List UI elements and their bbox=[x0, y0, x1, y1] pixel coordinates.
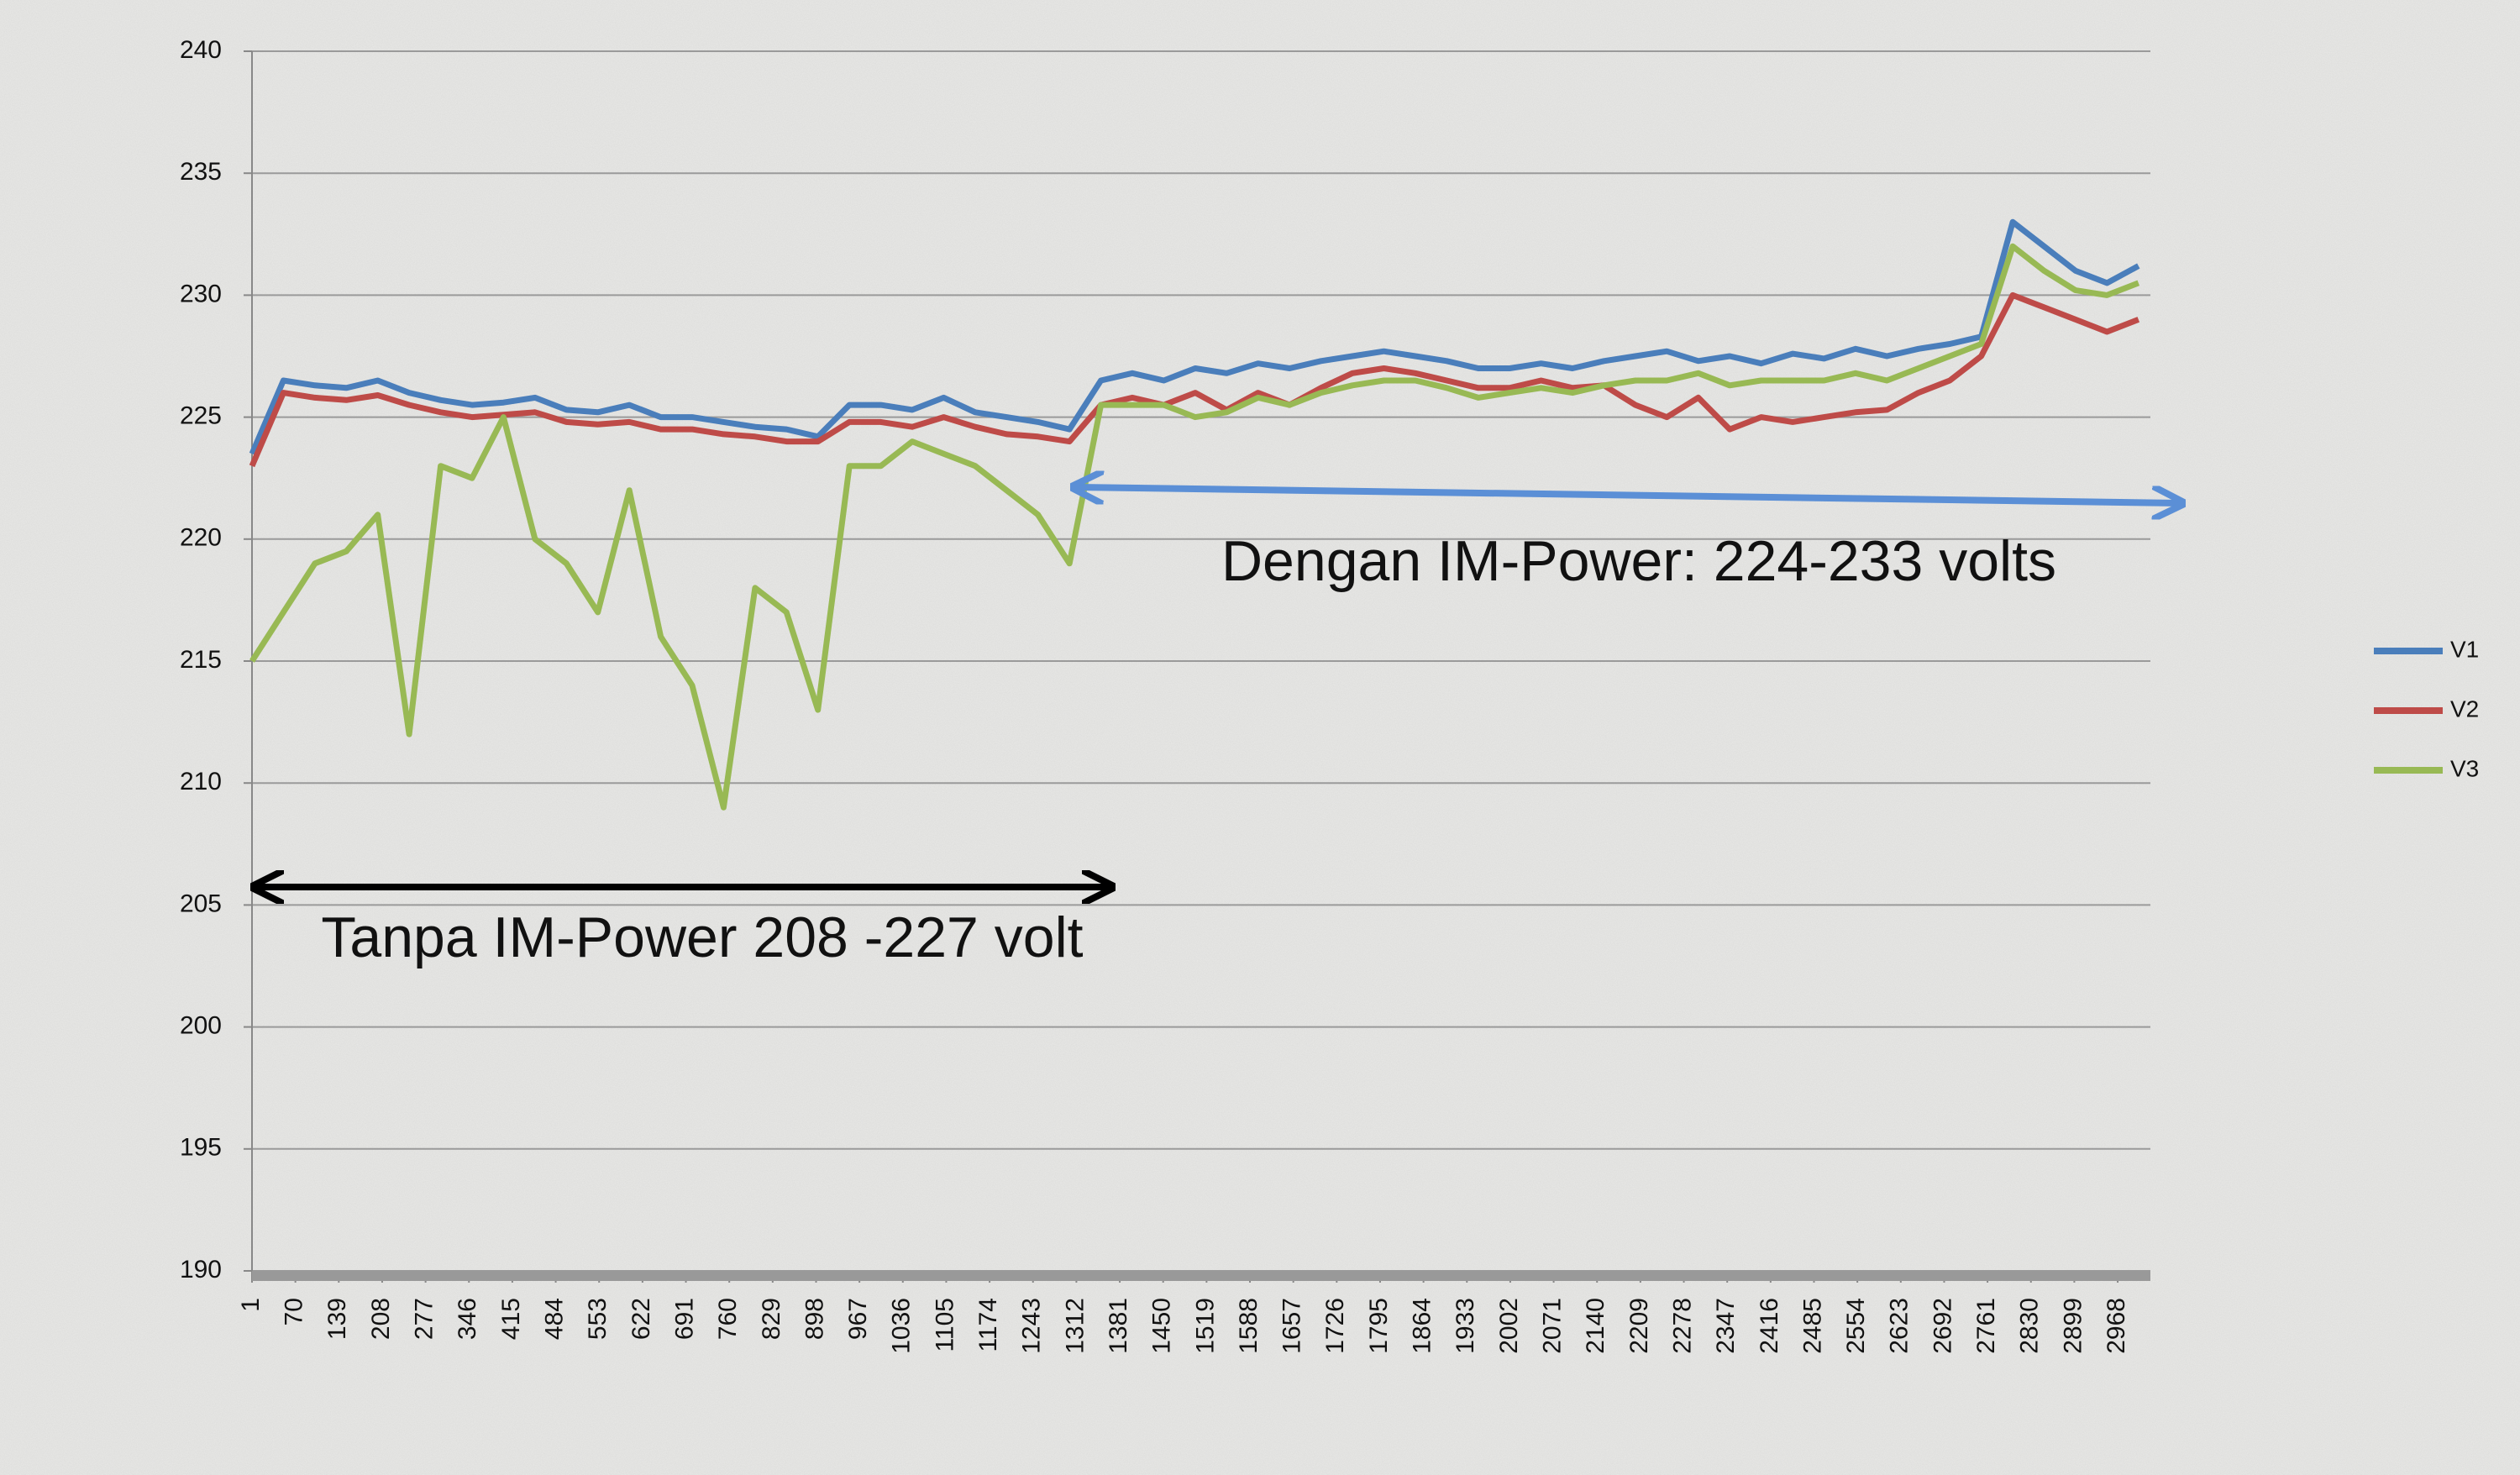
x-tick-label: 1174 bbox=[974, 1298, 1002, 1352]
x-tick-label: 691 bbox=[670, 1298, 698, 1340]
x-tick-label: 415 bbox=[497, 1298, 525, 1340]
x-tick-label: 1864 bbox=[1409, 1298, 1436, 1354]
x-tick-label: 2761 bbox=[1972, 1298, 2000, 1354]
x-tick-label: 1657 bbox=[1278, 1298, 1306, 1354]
x-tick-label: 1105 bbox=[931, 1298, 958, 1352]
x-tick-label: 553 bbox=[584, 1298, 612, 1340]
x-tick-label: 70 bbox=[281, 1298, 308, 1325]
y-tick-label: 195 bbox=[180, 1134, 222, 1162]
x-tick-label: 484 bbox=[540, 1298, 568, 1340]
x-tick-label: 1726 bbox=[1321, 1298, 1349, 1354]
plot bbox=[249, 218, 2140, 811]
legend-label: V1 bbox=[2450, 636, 2479, 662]
x-tick-label: 2071 bbox=[1539, 1298, 1567, 1354]
y-tick-label: 205 bbox=[180, 890, 222, 917]
series-line bbox=[249, 243, 2140, 811]
x-tick-label: 1588 bbox=[1235, 1298, 1263, 1354]
annotation: Tanpa IM-Power 208 -227 volt bbox=[321, 905, 1083, 969]
legend: V1 V2 V3 bbox=[2374, 636, 2479, 781]
series-line bbox=[249, 218, 2140, 455]
y-tick-label: 225 bbox=[180, 402, 222, 430]
x-tick-label: 1519 bbox=[1191, 1298, 1219, 1354]
x-tick-label: 346 bbox=[454, 1298, 481, 1340]
x-tick-label: 277 bbox=[411, 1298, 438, 1340]
x-tick-label: 1381 bbox=[1105, 1298, 1132, 1354]
x-tick-label: 1 bbox=[237, 1298, 265, 1312]
x-tick-label: 622 bbox=[627, 1298, 655, 1340]
x-tick-label: 2140 bbox=[1582, 1298, 1609, 1354]
series-line bbox=[249, 291, 2140, 468]
legend-label: V3 bbox=[2450, 755, 2479, 781]
y-tick-label: 220 bbox=[180, 524, 222, 552]
x-tick-label: 2830 bbox=[2016, 1298, 2044, 1354]
x-tick-label: 760 bbox=[714, 1298, 742, 1340]
y-tick-label: 215 bbox=[180, 646, 222, 674]
x-tick-label: 898 bbox=[801, 1298, 828, 1340]
x-tick-label: 2485 bbox=[1798, 1298, 1826, 1354]
y-tick-label: 190 bbox=[180, 1256, 222, 1283]
x-tick-label: 967 bbox=[844, 1298, 872, 1340]
x-tick-label: 2416 bbox=[1756, 1298, 1783, 1354]
y-tick-label: 235 bbox=[180, 158, 222, 186]
x-tick-label: 139 bbox=[323, 1298, 351, 1340]
x-tick-label: 1933 bbox=[1452, 1298, 1479, 1354]
x-tick-label: 1243 bbox=[1018, 1298, 1046, 1354]
legend-label: V2 bbox=[2450, 696, 2479, 722]
x-tick-label: 2623 bbox=[1886, 1298, 1914, 1354]
y-tick-label: 210 bbox=[180, 768, 222, 795]
y-tick-label: 230 bbox=[180, 280, 222, 307]
x-tick-label: 2692 bbox=[1929, 1298, 1956, 1354]
x-tick-label: 829 bbox=[758, 1298, 785, 1340]
x-tick-label: 208 bbox=[367, 1298, 395, 1340]
x-tick-label: 1036 bbox=[888, 1298, 916, 1354]
x-tick-label: 1450 bbox=[1148, 1298, 1176, 1354]
x-tick-label: 2899 bbox=[2059, 1298, 2087, 1354]
y-tick-label: 240 bbox=[180, 36, 222, 64]
annotation: Dengan IM-Power: 224-233 volts bbox=[1221, 529, 2056, 593]
x-tick-label: 2554 bbox=[1842, 1298, 1870, 1354]
range-arrow bbox=[1077, 487, 2179, 503]
x-tick-label: 2002 bbox=[1495, 1298, 1523, 1354]
y-tick-label: 200 bbox=[180, 1012, 222, 1040]
x-tick-label: 1312 bbox=[1061, 1298, 1089, 1354]
x-tick-label: 2278 bbox=[1668, 1298, 1696, 1354]
x-tick-label: 1795 bbox=[1365, 1298, 1393, 1354]
x-tick-label: 2968 bbox=[2103, 1298, 2130, 1354]
x-tick-label: 2209 bbox=[1625, 1298, 1653, 1354]
x-tick-label: 2347 bbox=[1712, 1298, 1740, 1354]
